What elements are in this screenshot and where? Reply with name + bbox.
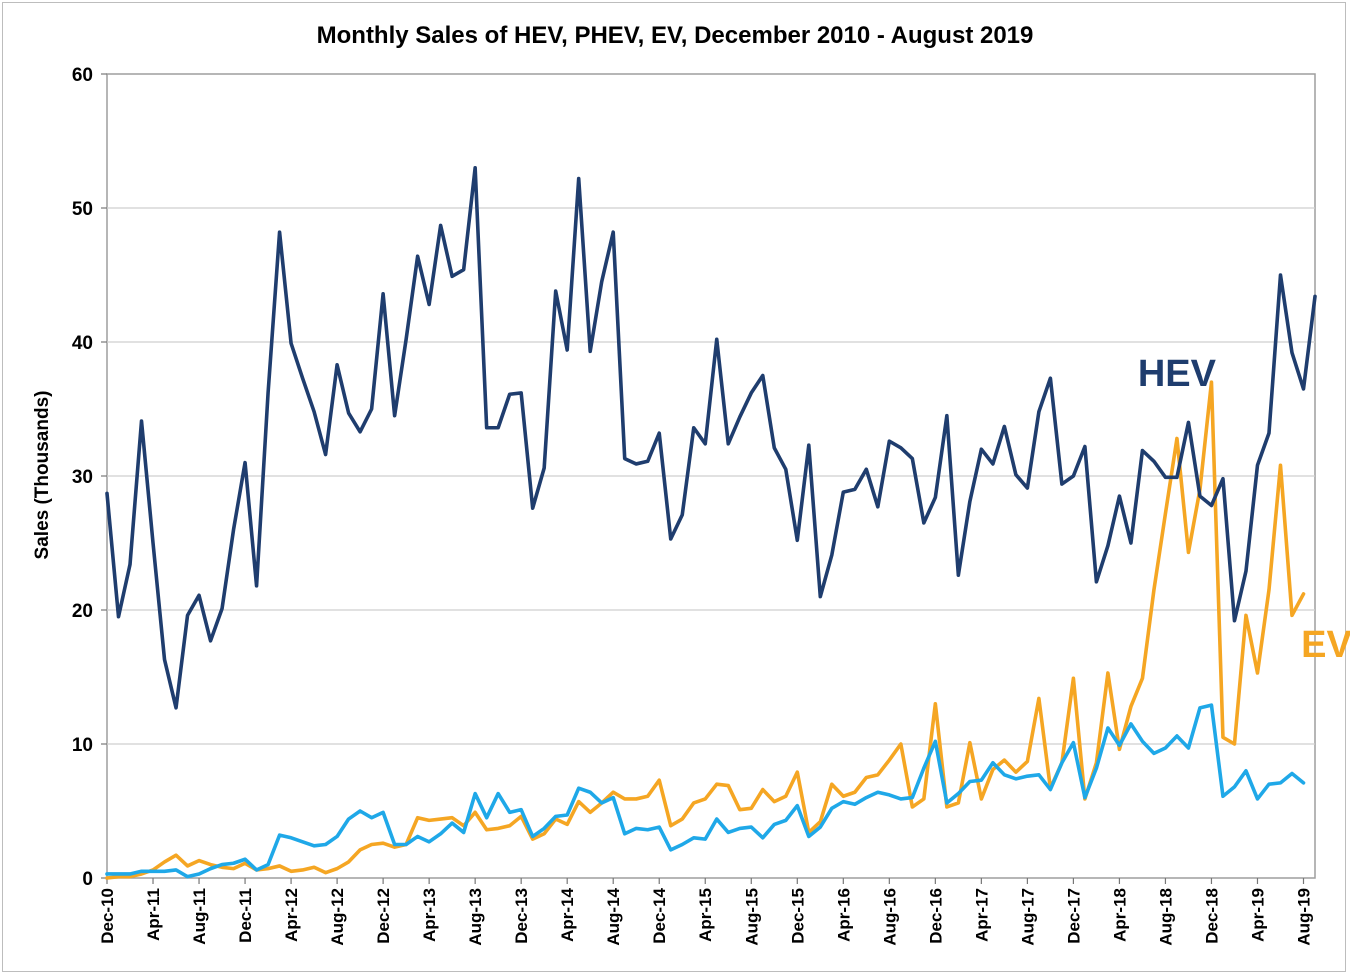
chart-title: Monthly Sales of HEV, PHEV, EV, December…: [317, 22, 1034, 49]
series-line-hev: [105, 166, 1317, 710]
x-tick-label: Aug-16: [880, 888, 899, 946]
x-tick-label: Aug-14: [604, 887, 623, 945]
x-tick-label: Apr-16: [834, 888, 853, 942]
x-tick-label: Dec-10: [98, 888, 117, 944]
series-label-hev: HEV: [1138, 353, 1217, 395]
x-tick-label: Apr-17: [972, 888, 991, 942]
series-label-ev: EV: [1301, 624, 1350, 666]
y-tick-label: 60: [72, 65, 93, 86]
x-tick-label: Aug-11: [190, 888, 209, 945]
x-axis-ticks: Dec-10 Apr-11 Aug-11 Dec-11 Apr-12 Aug-12 Dec-…: [98, 878, 1313, 946]
y-axis-ticks: 0 10 20 30 40 50 60: [72, 65, 107, 890]
y-tick-label: 30: [72, 467, 93, 488]
y-tick-label: 20: [72, 601, 93, 622]
x-tick-label: Apr-14: [558, 887, 577, 941]
y-tick-label: 50: [72, 199, 93, 220]
x-tick-label: Dec-12: [374, 888, 393, 944]
series-line-ev: [105, 380, 1306, 880]
x-tick-label: Apr-19: [1248, 888, 1267, 942]
series-lines: [105, 166, 1317, 880]
x-tick-label: Aug-18: [1156, 888, 1175, 946]
x-tick-label: Dec-11: [236, 888, 255, 943]
x-tick-label: Apr-11: [144, 888, 163, 941]
x-tick-label: Dec-17: [1064, 888, 1083, 944]
x-tick-label: Dec-18: [1202, 888, 1221, 944]
x-tick-label: Aug-19: [1294, 888, 1313, 946]
series-line-phev: [105, 703, 1306, 879]
x-tick-label: Dec-16: [926, 888, 945, 944]
x-tick-label: Apr-12: [282, 888, 301, 942]
x-tick-label: Aug-15: [742, 888, 761, 946]
x-tick-label: Apr-13: [420, 888, 439, 942]
x-tick-label: Aug-12: [328, 888, 347, 946]
y-tick-label: 0: [82, 869, 93, 890]
y-tick-label: 40: [72, 333, 93, 354]
x-tick-label: Dec-14: [650, 887, 669, 943]
series-labels: HEVEVPHEV: [1138, 353, 1350, 666]
y-tick-label: 10: [72, 735, 93, 756]
x-tick-label: Aug-17: [1018, 888, 1037, 946]
x-tick-label: Apr-15: [696, 888, 715, 942]
gridlines: [107, 207, 1315, 745]
x-tick-label: Apr-18: [1110, 888, 1129, 942]
x-tick-label: Dec-15: [788, 888, 807, 944]
x-tick-label: Dec-13: [512, 888, 531, 944]
x-tick-label: Aug-13: [466, 888, 485, 946]
y-axis-label: Sales (Thousands): [32, 391, 53, 560]
